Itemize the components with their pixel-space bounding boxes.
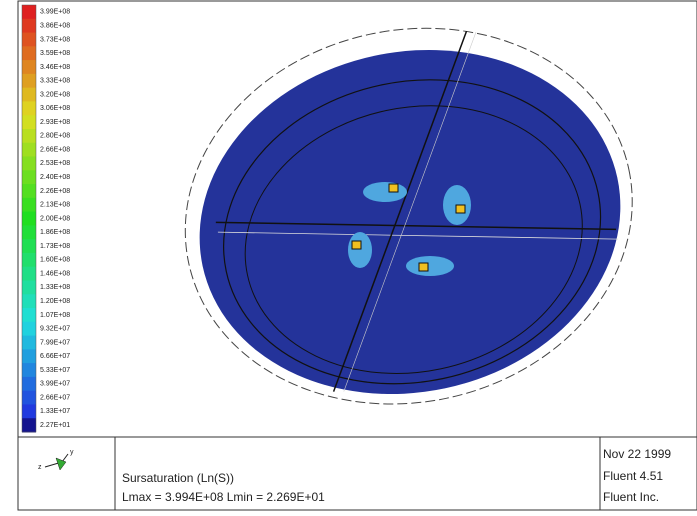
colorbar-label: 2.80E+08 (40, 133, 70, 140)
colorbar-label: 3.86E+08 (40, 23, 70, 30)
field-range: Lmax = 3.994E+08 Lmin = 2.269E+01 (122, 490, 325, 504)
axes-box (17, 436, 116, 511)
colorbar-band (22, 308, 36, 323)
colorbar-band (22, 363, 36, 378)
colorbar-band (22, 184, 36, 199)
colorbar-label: 2.66E+08 (40, 146, 70, 153)
caption-box (114, 436, 601, 511)
colorbar-label: 1.73E+08 (40, 243, 70, 250)
colorbar-label: 6.66E+07 (40, 353, 70, 360)
colorbar-label: 1.07E+08 (40, 312, 70, 319)
colorbar-frame (21, 4, 37, 433)
colorbar-label: 9.32E+07 (40, 326, 70, 333)
colorbar-label: 1.46E+08 (40, 270, 70, 277)
colorbar-label: 1.33E+08 (40, 284, 70, 291)
colorbar-label: 3.20E+08 (40, 91, 70, 98)
colorbar: 3.99E+08 3.86E+08 3.73E+08 3.59E+08 3.46E+08… (21, 4, 70, 433)
colorbar-band (22, 87, 36, 102)
colorbar-band (22, 60, 36, 75)
colorbar-label: 1.86E+08 (40, 229, 70, 236)
axes-icon: z y (38, 449, 74, 471)
colorbar-label: 2.27E+01 (40, 422, 70, 429)
colorbar-band (22, 390, 36, 405)
colorbar-label: 5.33E+07 (40, 367, 70, 374)
hot-spots (348, 182, 471, 276)
colorbar-label: 1.60E+08 (40, 257, 70, 264)
colorbar-band (22, 211, 36, 226)
field-title: Sursaturation (Ln(S)) (122, 471, 234, 485)
company: Fluent Inc. (603, 490, 659, 504)
colorbar-band (22, 294, 36, 309)
colorbar-band (22, 101, 36, 116)
colorbar-band (22, 128, 36, 144)
colorbar-band (22, 32, 36, 47)
axis-y: y (70, 449, 74, 456)
colorbar-band (22, 418, 36, 433)
colorbar-band (22, 115, 36, 130)
colorbar-band (22, 280, 36, 295)
disk (184, 27, 633, 405)
colorbar-band (22, 252, 36, 268)
colorbar-label: 3.73E+08 (40, 36, 70, 43)
colorbar-band (22, 156, 36, 171)
colorbar-band (22, 266, 36, 281)
colorbar-band (22, 197, 36, 213)
axis-z: z (38, 464, 42, 471)
colorbar-label: 7.99E+07 (40, 339, 70, 346)
info-box (599, 436, 697, 511)
colorbar-band (22, 335, 36, 350)
colorbar-band (22, 170, 36, 185)
colorbar-band (22, 225, 36, 240)
colorbar-band (22, 404, 36, 419)
colorbar-label: 2.26E+08 (40, 188, 70, 195)
colorbar-band (22, 73, 36, 89)
colorbar-band (22, 349, 36, 364)
colorbar-label: 2.66E+07 (40, 394, 70, 401)
colorbar-label: 1.20E+08 (40, 298, 70, 305)
colorbar-label: 2.13E+08 (40, 202, 70, 209)
colorbar-label: 2.00E+08 (40, 215, 70, 222)
colorbar-label: 3.46E+08 (40, 64, 70, 71)
colorbar-label: 2.53E+08 (40, 160, 70, 167)
colorbar-band (22, 142, 36, 158)
colorbar-label: 1.33E+07 (40, 408, 70, 415)
colorbar-band (22, 18, 36, 34)
colorbar-label: 3.59E+08 (40, 50, 70, 57)
colorbar-band (22, 5, 36, 20)
colorbar-band (22, 46, 36, 61)
colorbar-band (22, 321, 36, 337)
colorbar-label: 3.99E+07 (40, 381, 70, 388)
colorbar-band (22, 239, 36, 254)
colorbar-label: 3.99E+08 (40, 9, 70, 16)
colorbar-band (22, 376, 36, 392)
colorbar-label: 2.40E+08 (40, 174, 70, 181)
colorbar-label: 3.33E+08 (40, 78, 70, 85)
colorbar-label: 2.93E+08 (40, 119, 70, 126)
date: Nov 22 1999 (603, 447, 671, 461)
colorbar-label: 3.06E+08 (40, 105, 70, 112)
software: Fluent 4.51 (603, 469, 663, 483)
